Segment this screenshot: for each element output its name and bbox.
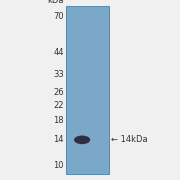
Text: 70: 70 bbox=[53, 12, 64, 21]
Text: 14: 14 bbox=[53, 135, 64, 144]
Text: 33: 33 bbox=[53, 70, 64, 79]
Text: 44: 44 bbox=[53, 48, 64, 57]
Text: 18: 18 bbox=[53, 116, 64, 125]
Text: 22: 22 bbox=[53, 101, 64, 110]
Ellipse shape bbox=[74, 136, 90, 144]
Text: 26: 26 bbox=[53, 88, 64, 97]
Text: ← 14kDa: ← 14kDa bbox=[111, 135, 147, 144]
Bar bbox=[66, 6, 109, 174]
Text: kDa: kDa bbox=[47, 0, 64, 5]
Text: 10: 10 bbox=[53, 161, 64, 170]
